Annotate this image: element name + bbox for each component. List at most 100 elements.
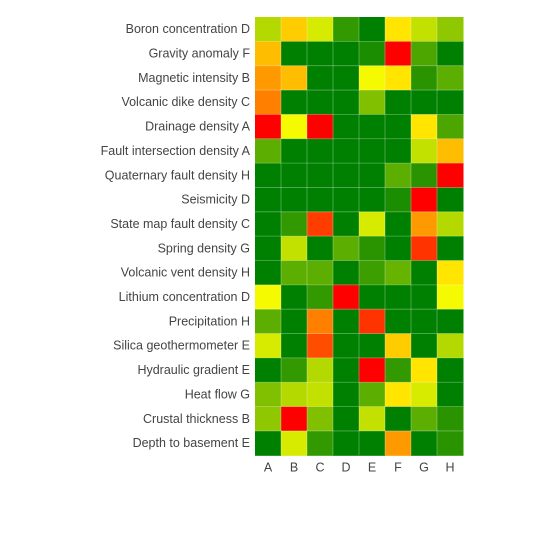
heatmap-cell	[385, 114, 412, 140]
heatmap-cell	[333, 187, 360, 213]
heatmap-cell	[333, 430, 360, 456]
heatmap-cell	[307, 90, 334, 115]
heatmap-cell	[281, 406, 308, 432]
heatmap-cell	[411, 163, 438, 188]
y-axis-tick-label: Depth to basement E	[133, 436, 250, 450]
y-axis-tick-label: Drainage density A	[145, 120, 251, 134]
heatmap-cell	[411, 357, 438, 383]
y-axis-tick-labels: Boron concentration D Gravity anomaly F Ma…	[101, 22, 251, 450]
heatmap-cell	[411, 236, 438, 261]
heatmap-cell	[385, 17, 412, 42]
heatmap-cell	[359, 187, 386, 213]
heatmap-cell	[333, 406, 360, 432]
heatmap-cell	[307, 430, 334, 456]
heatmap-cell	[411, 406, 438, 432]
heatmap-cell	[385, 406, 412, 432]
heatmap-cell	[255, 163, 282, 188]
y-axis-tick-label: Quaternary fault density H	[105, 168, 250, 182]
heatmap-cell	[255, 90, 282, 115]
heatmap-cell	[359, 284, 386, 310]
heatmap-cell	[437, 382, 464, 408]
heatmap-cell	[281, 187, 308, 213]
heatmap-cell	[385, 357, 412, 383]
heatmap-cell	[255, 41, 282, 67]
x-axis-tick-label: B	[290, 460, 298, 474]
heatmap-cell	[359, 260, 386, 286]
x-axis-tick-labels: A B C D E F G H	[264, 460, 455, 474]
heatmap-cell	[359, 163, 386, 188]
heatmap-cell	[281, 309, 308, 335]
heatmap-cell	[307, 65, 334, 91]
heatmap-cell	[385, 90, 412, 115]
heatmap-cell	[333, 309, 360, 335]
heatmap-cell	[333, 236, 360, 261]
y-axis-tick-label: Heat flow G	[185, 387, 250, 401]
heatmap-cell	[411, 187, 438, 213]
heatmap-cell	[333, 138, 360, 164]
heatmap-cell	[411, 382, 438, 408]
heatmap-cell	[437, 17, 464, 42]
y-axis-tick-label: Seismicity D	[181, 193, 250, 207]
heatmap-cell	[307, 236, 334, 261]
heatmap-cell	[437, 65, 464, 91]
y-axis-tick-label: Boron concentration D	[126, 22, 250, 36]
heatmap-cell	[437, 187, 464, 213]
heatmap-cell	[333, 333, 360, 359]
heatmap-cell	[307, 114, 334, 140]
y-axis-tick-label: Lithium concentration D	[119, 290, 250, 304]
heatmap-cell	[255, 236, 282, 261]
heatmap-cell	[307, 309, 334, 335]
x-axis-tick-label: C	[315, 460, 324, 474]
heatmap-cell	[437, 138, 464, 164]
heatmap-cell	[359, 333, 386, 359]
heatmap-cell	[281, 65, 308, 91]
heatmap-cell	[307, 187, 334, 213]
heatmap-cell	[385, 187, 412, 213]
x-axis-tick-label: H	[445, 460, 454, 474]
y-axis-tick-label: Fault intersection density A	[101, 144, 251, 158]
heatmap-cell	[411, 211, 438, 237]
y-axis-tick-label: Magnetic intensity B	[138, 71, 250, 85]
heatmap-cell	[359, 65, 386, 91]
y-axis-tick-label: Silica geothermometer E	[113, 339, 250, 353]
y-axis-tick-label: Gravity anomaly F	[149, 47, 251, 61]
heatmap-cell	[411, 333, 438, 359]
heatmap-cell	[307, 357, 334, 383]
heatmap-cell	[437, 163, 464, 188]
heatmap-cell	[359, 138, 386, 164]
heatmap-cell	[385, 65, 412, 91]
y-axis-tick-label: Crustal thickness B	[143, 412, 250, 426]
heatmap-cell	[385, 284, 412, 310]
heatmap-cell	[385, 382, 412, 408]
heatmap-cell	[359, 90, 386, 115]
heatmap-cell	[333, 284, 360, 310]
heatmap-cell	[255, 382, 282, 408]
heatmap-cell	[333, 163, 360, 188]
heatmap-cell	[307, 17, 334, 42]
heatmap-cell	[411, 114, 438, 140]
heatmap-cell	[281, 236, 308, 261]
heatmap-cell	[333, 114, 360, 140]
heatmap-cell	[281, 138, 308, 164]
heatmap-cell	[255, 17, 282, 42]
x-axis-tick-label: E	[368, 460, 376, 474]
heatmap-cell	[255, 406, 282, 432]
heatmap-cell	[437, 309, 464, 335]
heatmap-cell	[385, 211, 412, 237]
y-axis-tick-label: Precipitation H	[169, 314, 250, 328]
y-axis-tick-label: State map fault density C	[110, 217, 250, 231]
heatmap-cell	[437, 211, 464, 237]
heatmap-cell	[281, 284, 308, 310]
heatmap-cell	[385, 309, 412, 335]
heatmap-cell	[255, 333, 282, 359]
heatmap-cell	[359, 41, 386, 67]
heatmap-cell	[307, 382, 334, 408]
heatmap-cell	[385, 163, 412, 188]
x-axis-tick-label: G	[419, 460, 429, 474]
heatmap-cell	[437, 236, 464, 261]
heatmap-cell	[437, 260, 464, 286]
heatmap-cell	[437, 114, 464, 140]
heatmap-cell	[437, 90, 464, 115]
y-axis-tick-label: Hydraulic gradient E	[137, 363, 250, 377]
